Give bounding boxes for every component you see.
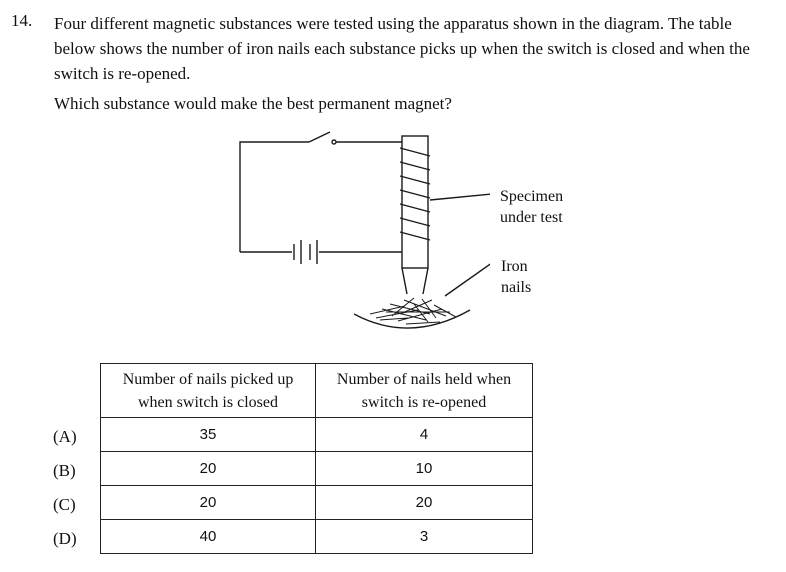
option-d[interactable]: (D) <box>53 529 77 548</box>
pointer-specimen <box>429 193 493 201</box>
switch-contact <box>331 139 337 145</box>
coil-winding <box>399 147 431 241</box>
apparatus-diagram: Specimen under test Iron nails <box>230 128 563 348</box>
header-closed: Number of nails picked up when switch is… <box>100 363 316 418</box>
question-prompt: Which substance would make the best perm… <box>54 94 452 113</box>
label-specimen: Specimen under test <box>500 186 563 228</box>
label-specimen-line1: Specimen <box>500 188 564 205</box>
results-table: Number of nails picked up when switch is… <box>100 363 533 554</box>
cell-closed: 20 <box>100 485 316 520</box>
pointer-nails <box>444 259 497 297</box>
nail-dish <box>353 309 471 329</box>
header-reopened: Number of nails held when switch is re-o… <box>315 363 533 418</box>
table-header-row: Number of nails picked up when switch is… <box>100 363 533 418</box>
label-specimen-line2: under test <box>500 209 563 226</box>
option-b[interactable]: (B) <box>53 461 76 480</box>
switch-lever <box>308 131 331 143</box>
table-row: 35 4 <box>100 417 533 452</box>
table-row: 20 10 <box>100 451 533 486</box>
apparatus-svg <box>239 131 497 329</box>
cell-closed: 40 <box>100 519 316 554</box>
option-a[interactable]: (A) <box>53 427 77 446</box>
cell-closed: 20 <box>100 451 316 486</box>
specimen-rod <box>401 135 429 269</box>
specimen-tip <box>401 267 429 295</box>
cell-reopened: 3 <box>315 519 533 554</box>
cell-reopened: 10 <box>315 451 533 486</box>
option-c[interactable]: (C) <box>53 495 76 514</box>
question-number: 14. <box>11 11 33 30</box>
cell-reopened: 4 <box>315 417 533 452</box>
cell-reopened: 20 <box>315 485 533 520</box>
table-row: 40 3 <box>100 519 533 554</box>
wire-top-left <box>239 141 309 252</box>
cell-closed: 35 <box>100 417 316 452</box>
question-stem: Four different magnetic substances were … <box>54 14 750 83</box>
label-iron-nails: Iron nails <box>501 258 532 296</box>
table-row: 20 20 <box>100 485 533 520</box>
iron-nails <box>369 297 457 325</box>
